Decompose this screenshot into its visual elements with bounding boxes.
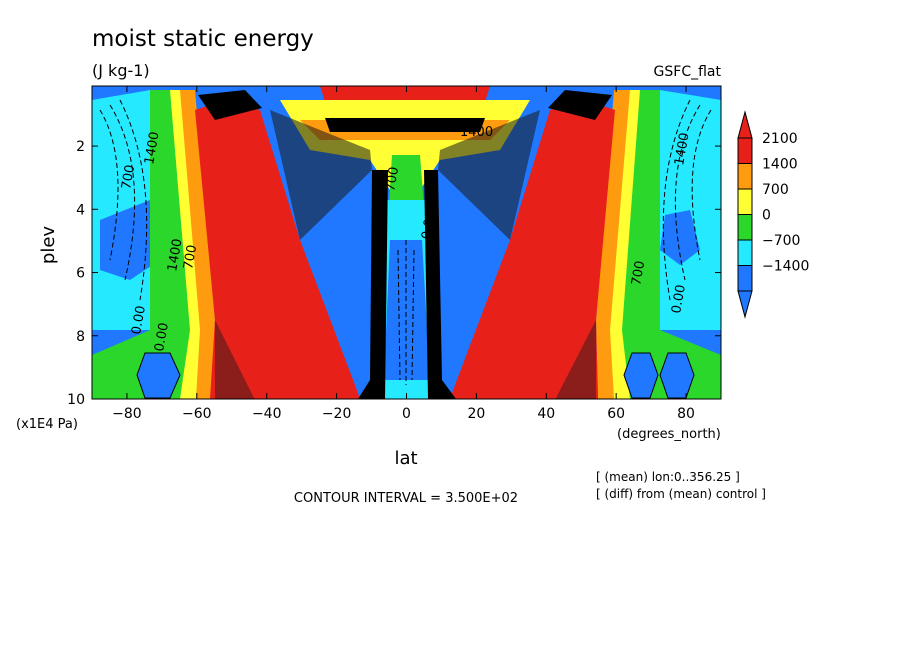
contour-label: 1400 [165, 237, 186, 272]
field-red-right [450, 100, 615, 399]
x-tick-label: −60 [182, 406, 212, 422]
y-tick-label: 8 [76, 329, 85, 345]
contour-interval: CONTOUR INTERVAL = 3.500E+02 [294, 491, 518, 506]
colorbar-arrow-top [737, 110, 753, 139]
field-green-right [612, 90, 721, 399]
field-blue-right [660, 210, 700, 265]
x-tick-label: 0 [402, 406, 411, 422]
field-yellow-right [604, 90, 640, 399]
x-tick-label: −20 [322, 406, 352, 422]
field-yellow-left [170, 90, 208, 399]
colorbar-label: 1400 [762, 157, 798, 173]
contour-column-right [424, 170, 456, 399]
colorbar-box [737, 214, 753, 241]
contour-label: 0.00 [152, 322, 172, 353]
contour-band-right [548, 90, 612, 120]
y-tick-label: 4 [76, 202, 85, 218]
dashed-contours [99, 99, 712, 385]
contour-fan-left [270, 110, 372, 240]
blue-spot-left [136, 352, 181, 399]
x-tick-label: 60 [607, 406, 625, 422]
model-label: GSFC_flat [654, 64, 722, 80]
contour-label: 1400 [460, 125, 493, 140]
note-mean: [ (mean) lon:0..356.25 ] [596, 470, 740, 484]
colorbar-box [737, 137, 753, 164]
y-axis: 2 4 6 8 10 [67, 139, 721, 408]
y-tick-label: 6 [76, 266, 85, 282]
plot-area [92, 86, 721, 399]
x-axis: −80 −60 −40 −20 0 20 40 60 80 [112, 86, 695, 422]
chart-subtitle: (J kg-1) [92, 61, 150, 80]
colorbar-label: 2100 [762, 131, 798, 147]
x-tick-label: 80 [677, 406, 695, 422]
contour-band-top [325, 118, 485, 132]
contour-labels: 1400 700 0.00 1400 700 0.00 1400 700 0.0… [119, 125, 693, 353]
contour-label: 700 [119, 164, 138, 191]
y-tick-label: 10 [67, 392, 85, 408]
colorbar-box [737, 163, 753, 190]
blue-spot-right-2 [659, 352, 695, 399]
colorbar-label: −1400 [762, 259, 809, 275]
field-cyan-right [640, 90, 721, 330]
field-center-blue [384, 240, 430, 380]
contour-label: 0.00 [419, 210, 439, 241]
colorbar-arrow-bottom [737, 290, 753, 319]
x-tick-label: 20 [467, 406, 485, 422]
field-orange-left [180, 90, 215, 399]
contour-label: 700 [181, 244, 200, 271]
colorbar-box [737, 188, 753, 215]
colorbar-label: 0 [762, 208, 771, 224]
x-axis-label: lat [394, 448, 417, 469]
field-orange-right [596, 90, 630, 399]
contour-label: 0.00 [129, 305, 149, 336]
x-tick-label: −80 [112, 406, 142, 422]
contour-label: 1400 [142, 130, 163, 165]
colorbar-label: 700 [762, 182, 789, 198]
contour-label: 700 [629, 260, 648, 287]
y-tick-label: 2 [76, 139, 85, 155]
contour-column-left [358, 170, 388, 399]
field-red-left [195, 100, 360, 399]
x-units: (degrees_north) [617, 427, 721, 442]
y-units: (x1E4 Pa) [16, 417, 78, 432]
contour-label: 700 [383, 166, 402, 193]
colorbar: 2100 1400 700 0 −700 −1400 [737, 110, 809, 319]
field-green-left [92, 90, 200, 399]
contour-band-left [198, 90, 262, 120]
contour-fan-right [438, 110, 540, 240]
contour-label: 1400 [672, 131, 693, 166]
contour-fan-left-low [215, 320, 255, 399]
chart-title: moist static energy [92, 26, 314, 52]
contour-fan-right-low [555, 320, 596, 399]
note-diff: [ (diff) from (mean) control ] [596, 487, 766, 501]
blue-spot-right-1 [623, 352, 659, 399]
colorbar-label: −700 [762, 233, 800, 249]
colorbar-box [737, 265, 753, 292]
colorbar-box [737, 239, 753, 266]
y-axis-label: plev [38, 226, 59, 265]
x-tick-label: −40 [252, 406, 282, 422]
contour-label: 0.00 [669, 284, 689, 315]
x-tick-label: 40 [537, 406, 555, 422]
